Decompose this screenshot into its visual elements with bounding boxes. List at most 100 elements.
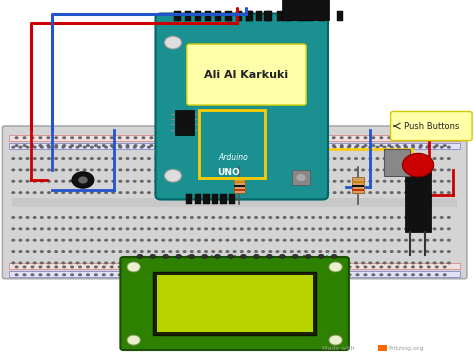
Circle shape xyxy=(82,239,87,242)
Bar xyxy=(212,194,218,204)
Circle shape xyxy=(276,273,280,276)
Circle shape xyxy=(404,216,408,219)
Circle shape xyxy=(418,239,422,242)
Circle shape xyxy=(102,136,106,139)
Circle shape xyxy=(319,191,322,194)
Circle shape xyxy=(387,136,391,139)
Circle shape xyxy=(247,157,251,160)
Circle shape xyxy=(290,191,294,194)
Circle shape xyxy=(372,136,375,139)
Circle shape xyxy=(226,227,229,230)
Circle shape xyxy=(411,157,415,160)
Circle shape xyxy=(149,273,154,276)
Circle shape xyxy=(173,136,177,139)
Circle shape xyxy=(375,146,379,149)
Circle shape xyxy=(86,273,90,276)
Circle shape xyxy=(47,216,51,219)
Circle shape xyxy=(297,216,301,219)
Circle shape xyxy=(326,168,329,171)
Circle shape xyxy=(78,136,82,139)
Circle shape xyxy=(62,144,66,147)
Circle shape xyxy=(447,261,451,264)
Circle shape xyxy=(204,146,208,149)
Circle shape xyxy=(354,168,358,171)
Circle shape xyxy=(11,146,15,149)
Circle shape xyxy=(110,136,114,139)
Circle shape xyxy=(226,261,229,264)
Circle shape xyxy=(254,250,258,253)
Circle shape xyxy=(140,146,144,149)
Circle shape xyxy=(245,144,248,147)
Circle shape xyxy=(280,254,285,258)
Circle shape xyxy=(435,273,439,276)
Circle shape xyxy=(261,157,265,160)
Circle shape xyxy=(283,180,287,183)
Circle shape xyxy=(40,250,44,253)
Circle shape xyxy=(168,216,173,219)
Circle shape xyxy=(104,250,108,253)
Circle shape xyxy=(443,144,447,147)
Bar xyxy=(301,11,307,21)
Text: Ali Al Karkuki: Ali Al Karkuki xyxy=(204,70,289,80)
Circle shape xyxy=(168,261,173,264)
Circle shape xyxy=(284,144,288,147)
Circle shape xyxy=(368,227,372,230)
Circle shape xyxy=(118,273,122,276)
Circle shape xyxy=(268,266,272,268)
Circle shape xyxy=(433,261,437,264)
Circle shape xyxy=(275,191,280,194)
Circle shape xyxy=(213,273,217,276)
Circle shape xyxy=(226,157,229,160)
Circle shape xyxy=(161,146,165,149)
Circle shape xyxy=(141,144,146,147)
Circle shape xyxy=(111,168,115,171)
Bar xyxy=(9,263,460,269)
Circle shape xyxy=(161,250,165,253)
Circle shape xyxy=(275,157,280,160)
Circle shape xyxy=(268,216,273,219)
Circle shape xyxy=(26,250,29,253)
Circle shape xyxy=(197,168,201,171)
Circle shape xyxy=(68,216,73,219)
Circle shape xyxy=(418,261,422,264)
Circle shape xyxy=(26,157,29,160)
Circle shape xyxy=(11,191,15,194)
Bar xyxy=(220,194,227,204)
Circle shape xyxy=(82,227,87,230)
FancyBboxPatch shape xyxy=(120,257,349,350)
Text: UNO: UNO xyxy=(218,168,240,177)
Text: Made with: Made with xyxy=(322,346,355,351)
Circle shape xyxy=(126,191,129,194)
Circle shape xyxy=(173,273,177,276)
Circle shape xyxy=(433,180,437,183)
Circle shape xyxy=(383,227,387,230)
Circle shape xyxy=(233,157,237,160)
Circle shape xyxy=(133,239,137,242)
Circle shape xyxy=(205,273,209,276)
Circle shape xyxy=(427,144,431,147)
FancyBboxPatch shape xyxy=(2,126,467,279)
Circle shape xyxy=(333,191,337,194)
Circle shape xyxy=(379,266,383,268)
Circle shape xyxy=(268,136,272,139)
Circle shape xyxy=(379,144,383,147)
Circle shape xyxy=(15,266,18,268)
Circle shape xyxy=(354,191,358,194)
Circle shape xyxy=(435,136,439,139)
Circle shape xyxy=(253,144,256,147)
Circle shape xyxy=(411,146,415,149)
Circle shape xyxy=(233,216,237,219)
Circle shape xyxy=(261,180,265,183)
Circle shape xyxy=(213,266,217,268)
Circle shape xyxy=(383,250,387,253)
Circle shape xyxy=(141,266,146,268)
Circle shape xyxy=(221,273,225,276)
Bar xyxy=(292,170,310,185)
Circle shape xyxy=(354,146,358,149)
Circle shape xyxy=(368,250,372,253)
Circle shape xyxy=(182,239,187,242)
Circle shape xyxy=(319,250,322,253)
Circle shape xyxy=(161,168,165,171)
Circle shape xyxy=(347,168,351,171)
Circle shape xyxy=(126,136,129,139)
